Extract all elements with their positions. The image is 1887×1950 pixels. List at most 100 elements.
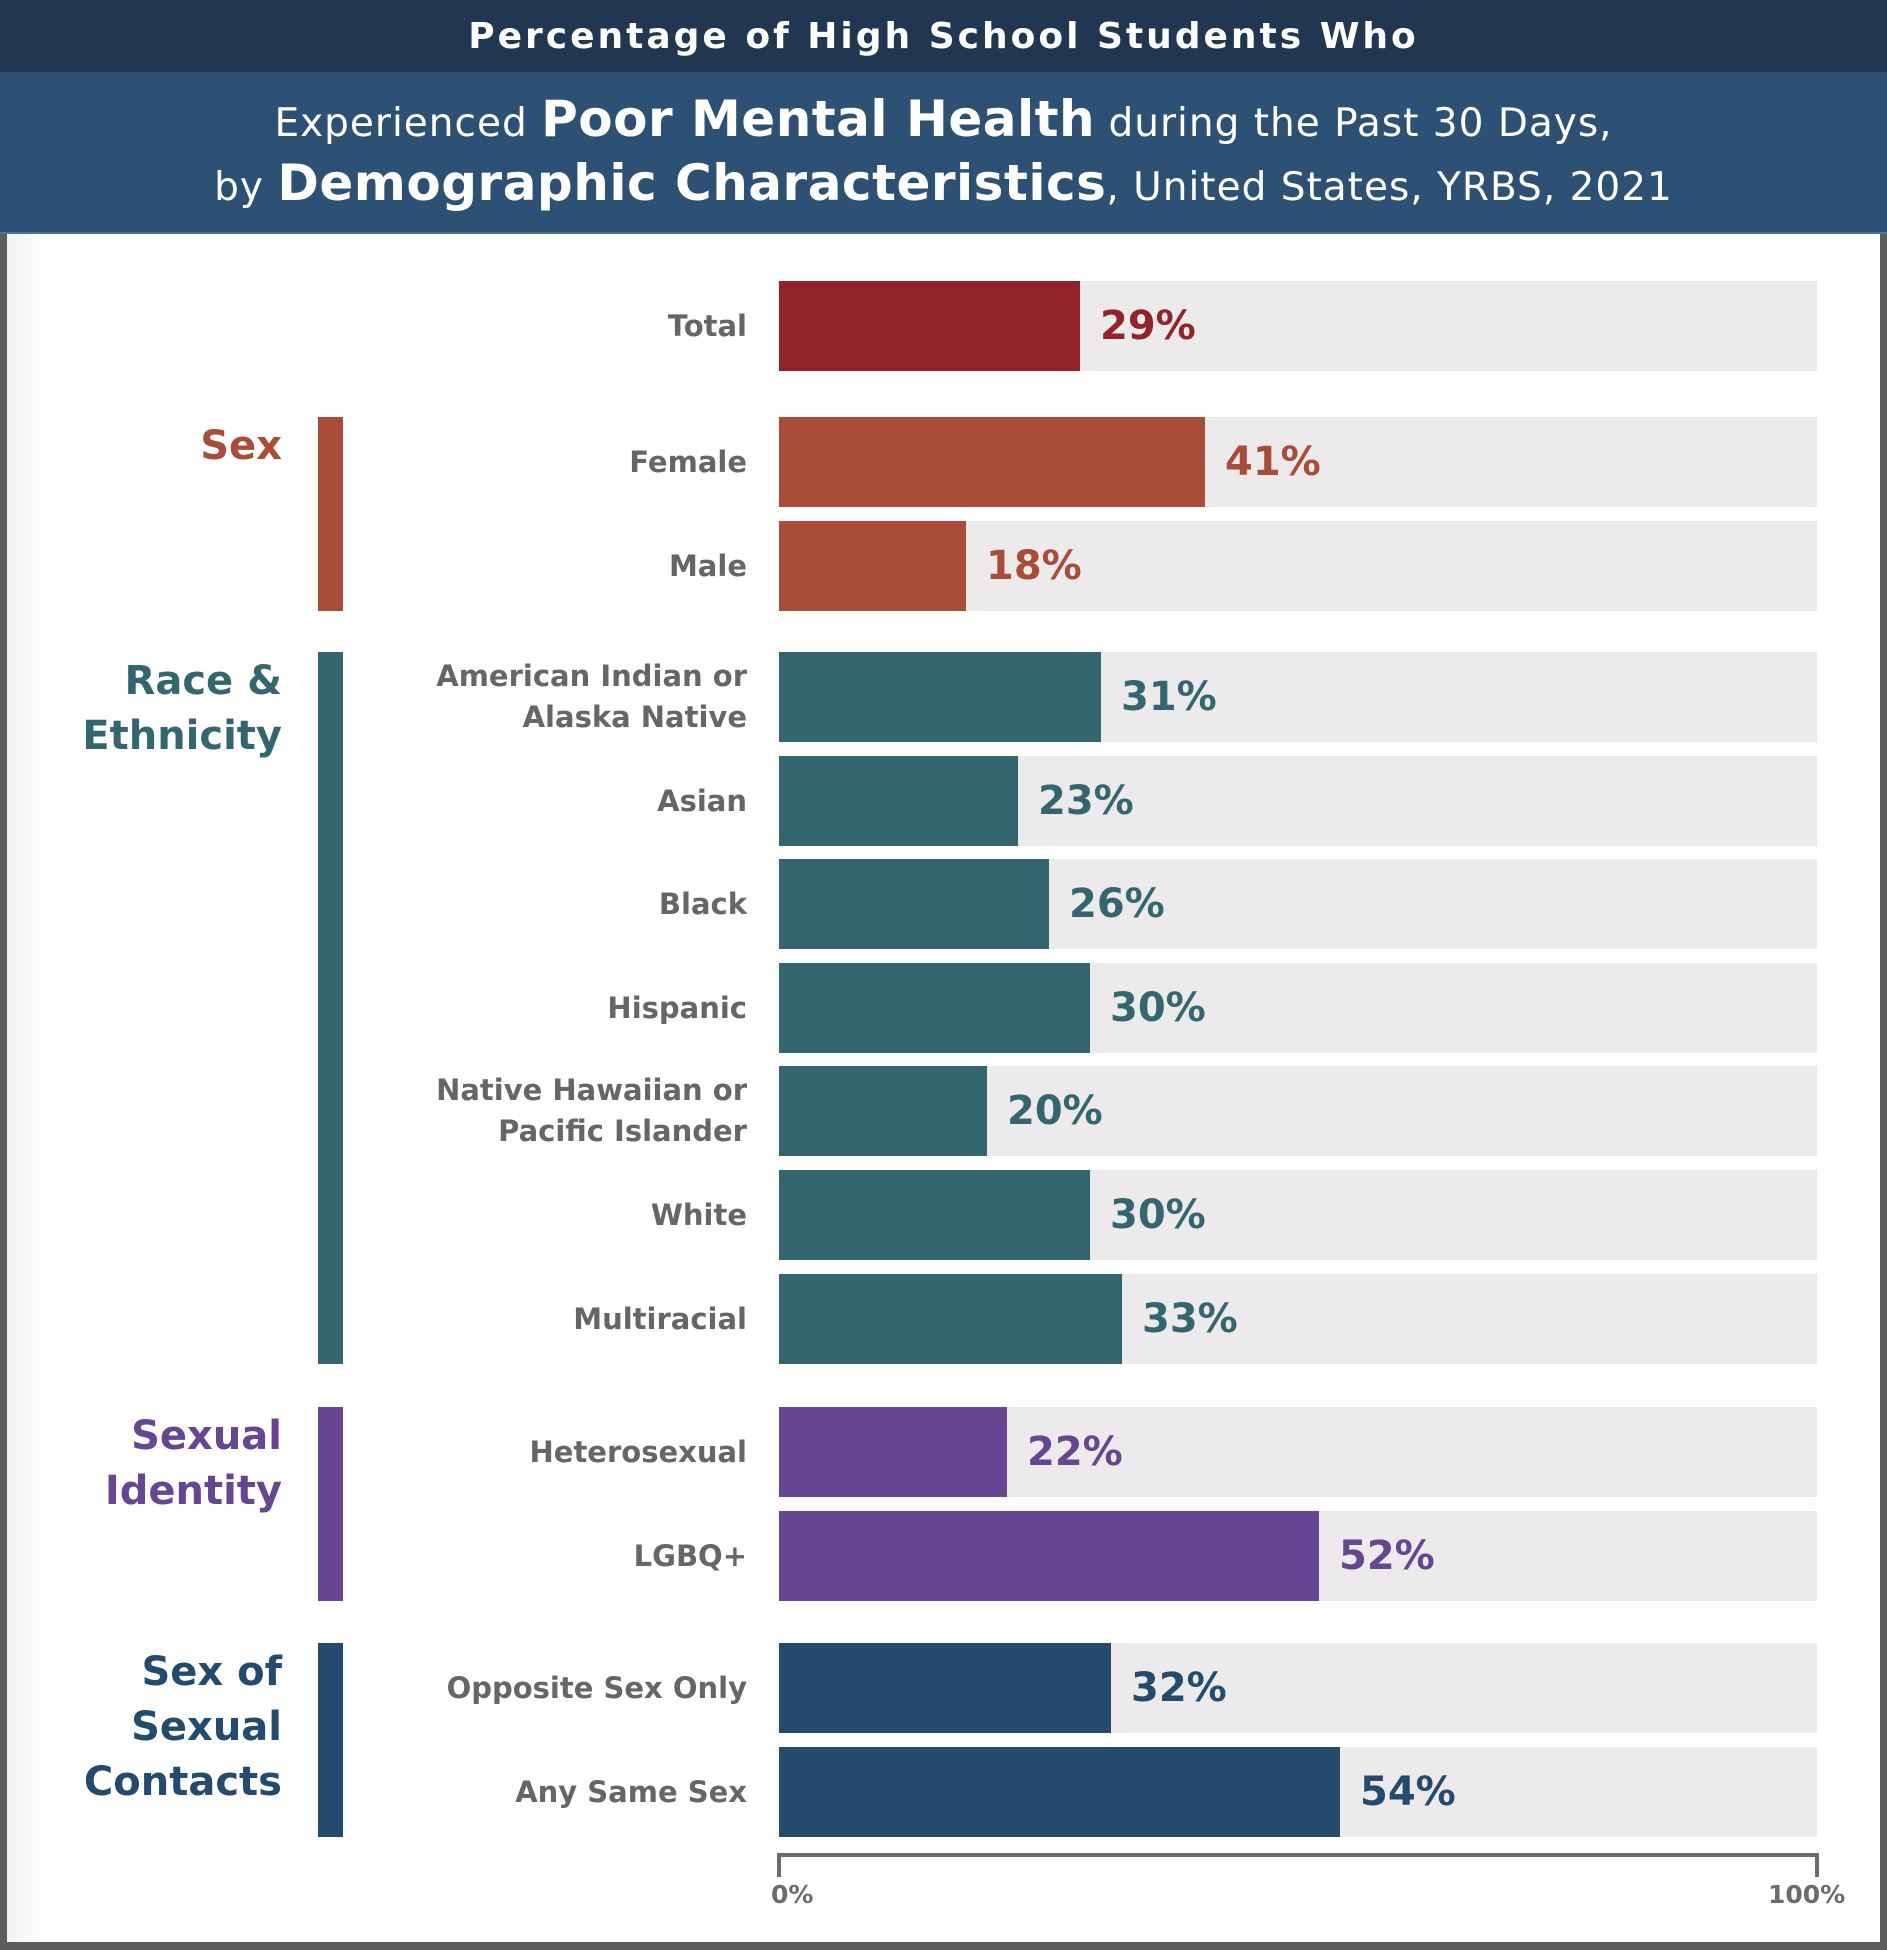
- row-label-line: Any Same Sex: [515, 1774, 747, 1809]
- row-label-text: American Indian or Alaska Native: [436, 656, 747, 738]
- row-label-black: Black: [330, 859, 747, 949]
- bar-track-asian: 23%: [779, 756, 1817, 846]
- bar-male: [779, 521, 966, 611]
- data-label-opposite-sex-only: 32%: [1131, 1665, 1227, 1711]
- bar-lgbq: [779, 1511, 1319, 1601]
- bar-track-male: 18%: [779, 521, 1817, 611]
- x-axis-tick-label-0: 0%: [771, 1880, 814, 1909]
- row-label-line: White: [650, 1197, 747, 1232]
- bar-track-opposite-sex-only: 32%: [779, 1643, 1817, 1733]
- row-label-asian: Asian: [330, 756, 747, 846]
- row-label-text: Black: [659, 884, 747, 925]
- category-label-line: Race &: [124, 658, 282, 704]
- row-label-opposite-sex-only: Opposite Sex Only: [330, 1643, 747, 1733]
- title-emphasis: Demographic Characteristics: [277, 154, 1107, 212]
- category-label-line: Sex: [200, 423, 282, 469]
- category-label-line: Contacts: [83, 1759, 282, 1805]
- bar-track-heterosexual: 22%: [779, 1407, 1817, 1497]
- bar-american-indian-or-alaska-native: [779, 652, 1101, 742]
- row-label-text: White: [651, 1195, 747, 1236]
- category-label-line: Ethnicity: [82, 713, 282, 759]
- data-label-black: 26%: [1069, 881, 1165, 927]
- bar-hispanic: [779, 963, 1090, 1053]
- bar-track-female: 41%: [779, 417, 1817, 507]
- bar-track-multiracial: 33%: [779, 1274, 1817, 1364]
- row-label-line: Total: [667, 308, 747, 343]
- row-label-line: Male: [668, 548, 747, 583]
- row-label-line: Pacific Islander: [498, 1114, 747, 1148]
- row-label-text: Heterosexual: [530, 1432, 748, 1473]
- category-accent-bar-sex: [318, 417, 343, 611]
- row-label-text: Hispanic: [607, 988, 747, 1029]
- bar-white: [779, 1170, 1090, 1260]
- row-label-line: Black: [658, 886, 747, 921]
- row-label-heterosexual: Heterosexual: [330, 1407, 748, 1497]
- row-label-native-hawaiian-or-pacific-islander: Native Hawaiian or Pacific Islander: [330, 1066, 747, 1156]
- row-label-text: Any Same Sex: [515, 1772, 747, 1813]
- data-label-heterosexual: 22%: [1027, 1429, 1123, 1475]
- frame-border-bottom: [0, 1942, 1887, 1950]
- bar-track-hispanic: 30%: [779, 963, 1817, 1053]
- row-label-line: American Indian or: [436, 659, 747, 693]
- bar-native-hawaiian-or-pacific-islander: [779, 1066, 987, 1156]
- row-label-female: Female: [330, 417, 747, 507]
- row-label-american-indian-or-alaska-native: American Indian or Alaska Native: [330, 652, 747, 742]
- row-label-text: Opposite Sex Only: [447, 1668, 747, 1709]
- row-label-hispanic: Hispanic: [330, 963, 747, 1053]
- row-label-lgbq: LGBQ+: [330, 1511, 747, 1601]
- chart-supertitle: Percentage of High School Students Who: [468, 15, 1419, 57]
- bar-any-same-sex: [779, 1747, 1340, 1837]
- data-label-multiracial: 33%: [1142, 1296, 1238, 1342]
- data-label-white: 30%: [1110, 1192, 1206, 1238]
- category-label-line: Sexual: [131, 1413, 282, 1459]
- row-label-white: White: [330, 1170, 747, 1260]
- data-label-lgbq: 52%: [1339, 1533, 1435, 1579]
- category-label-sex: Sex: [12, 419, 282, 474]
- row-label-text: LGBQ+: [634, 1536, 747, 1577]
- row-label-text: Asian: [657, 781, 747, 822]
- title-text: by: [214, 165, 278, 210]
- category-label-line: Sexual: [131, 1704, 282, 1750]
- row-label-line: Opposite Sex Only: [446, 1670, 747, 1705]
- bar-track-total: 29%: [779, 281, 1817, 371]
- category-accent-bar-sexual-identity: [318, 1407, 343, 1601]
- row-label-any-same-sex: Any Same Sex: [330, 1747, 747, 1837]
- row-label-line: Heterosexual: [529, 1434, 748, 1469]
- frame-border-left: [0, 234, 7, 1950]
- chart-title-band: Experienced Poor Mental Health during th…: [0, 72, 1887, 234]
- row-label-line: Female: [629, 444, 747, 479]
- x-axis-tick-label-100: 100%: [1768, 1880, 1846, 1909]
- frame-border-right: [1880, 234, 1887, 1950]
- row-label-text: Male: [669, 546, 747, 587]
- data-label-asian: 23%: [1038, 778, 1134, 824]
- title-text: Experienced: [274, 101, 542, 146]
- category-label-race: Race & Ethnicity: [12, 654, 282, 764]
- chart-supertitle-band: Percentage of High School Students Who: [0, 0, 1887, 72]
- row-label-text: Total: [668, 306, 747, 347]
- title-text: , United States, YRBS, 2021: [1106, 165, 1673, 210]
- category-accent-bar-race: [318, 652, 343, 1364]
- category-accent-bar-contacts: [318, 1643, 343, 1837]
- chart-title-line-2: by Demographic Characteristics, United S…: [0, 154, 1887, 212]
- category-label-contacts: Sex of Sexual Contacts: [12, 1645, 282, 1810]
- bar-total: [779, 281, 1080, 371]
- bar-heterosexual: [779, 1407, 1007, 1497]
- data-label-native-hawaiian-or-pacific-islander: 20%: [1007, 1088, 1103, 1134]
- x-axis-tick-0: [777, 1853, 781, 1877]
- x-axis-line: [777, 1853, 1819, 1857]
- category-label-sexual-identity: Sexual Identity: [12, 1409, 282, 1519]
- bar-multiracial: [779, 1274, 1122, 1364]
- bar-track-american-indian-or-alaska-native: 31%: [779, 652, 1817, 742]
- row-label-line: Hispanic: [607, 990, 747, 1025]
- row-label-text: Female: [629, 442, 747, 483]
- row-label-line: Alaska Native: [522, 700, 747, 734]
- data-label-hispanic: 30%: [1110, 985, 1206, 1031]
- category-label-line: Identity: [104, 1468, 282, 1514]
- frame-shade: [7, 234, 47, 1942]
- data-label-any-same-sex: 54%: [1360, 1769, 1456, 1815]
- bar-track-any-same-sex: 54%: [779, 1747, 1817, 1837]
- data-label-american-indian-or-alaska-native: 31%: [1121, 674, 1217, 720]
- bar-track-white: 30%: [779, 1170, 1817, 1260]
- category-label-line: Sex of: [141, 1649, 282, 1695]
- bar-asian: [779, 756, 1018, 846]
